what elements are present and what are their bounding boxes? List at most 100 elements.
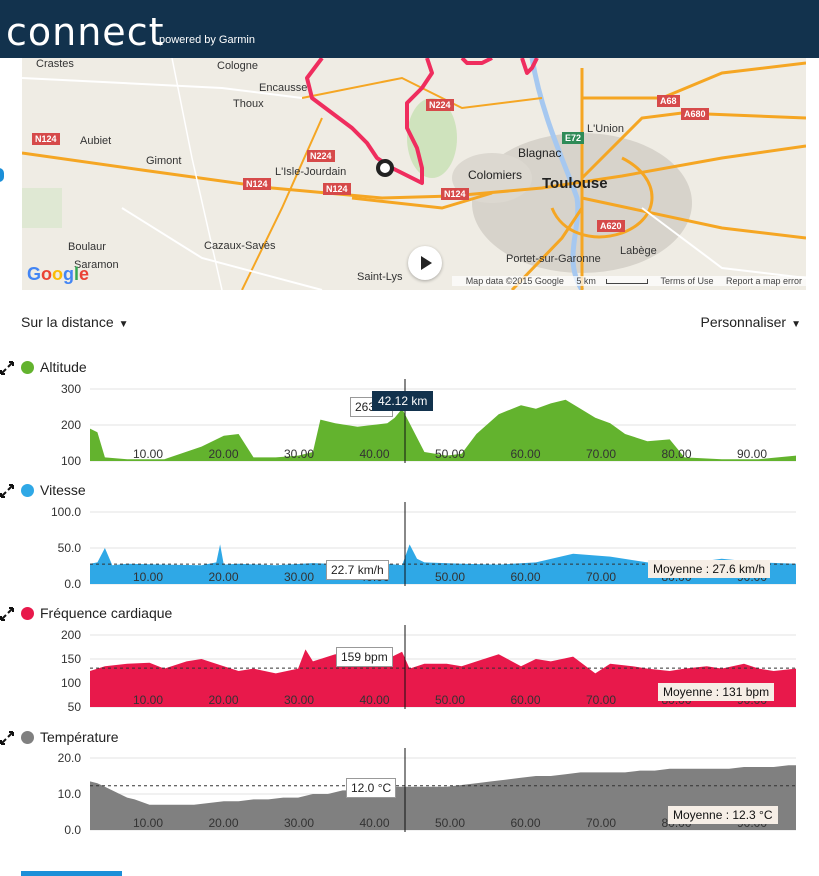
chart-title-text: Altitude <box>40 359 87 375</box>
y-tick-label: 20.0 <box>58 751 82 765</box>
y-tick-label: 100 <box>61 454 81 468</box>
temperature-value-tooltip: 12.0 °C <box>346 778 397 798</box>
road-shield: N124 <box>323 183 351 195</box>
map-label-aubiet: Aubiet <box>80 135 112 147</box>
x-tick-label: 50.00 <box>435 816 465 830</box>
map-label-lunion: L'Union <box>587 123 624 135</box>
x-tick-label: 60.00 <box>510 816 540 830</box>
speed-chart[interactable]: Vitesse100.050.00.010.0020.0030.0040.005… <box>0 478 819 598</box>
google-logo[interactable]: Google <box>27 264 90 284</box>
customize-dropdown[interactable]: Personnaliser ▼ <box>700 314 801 330</box>
y-tick-label: 200 <box>61 418 81 432</box>
x-tick-label: 40.00 <box>359 816 389 830</box>
y-tick-label: 50.0 <box>58 541 82 555</box>
x-tick-label: 40.00 <box>359 693 389 707</box>
temperature-average-label: Moyenne : 12.3 °C <box>668 806 778 824</box>
distance-dropdown-label: Sur la distance <box>21 314 114 330</box>
legend-dot-icon <box>21 360 34 374</box>
chart-title-text: Fréquence cardiaque <box>40 605 173 621</box>
map-label-lisle: L'Isle-Jourdain <box>275 166 347 178</box>
map-label-colomiers: Colomiers <box>468 168 523 182</box>
road-shield: N224 <box>426 99 454 111</box>
map-label-labege: Labège <box>620 245 657 257</box>
map-label-encausse: Encausse <box>259 82 308 94</box>
y-tick-label: 100.0 <box>51 505 81 519</box>
x-tick-label: 50.00 <box>435 570 465 584</box>
road-shield: N124 <box>441 188 469 200</box>
expand-icon[interactable] <box>0 731 14 745</box>
y-tick-label: 0.0 <box>64 577 81 591</box>
expand-icon[interactable] <box>0 361 14 375</box>
x-tick-label: 20.00 <box>208 693 238 707</box>
y-tick-label: 10.0 <box>58 787 82 801</box>
x-tick-label: 10.00 <box>133 570 163 584</box>
route-map[interactable]: Crastes Cologne Encausse Thoux Aubiet Gi… <box>22 58 806 290</box>
heart-chart-title: Fréquence cardiaque <box>21 605 172 621</box>
x-tick-label: 70.00 <box>586 447 616 461</box>
heart-average-label: Moyenne : 131 bpm <box>658 683 775 701</box>
map-label-saramon: Saramon <box>74 259 119 271</box>
x-tick-label: 70.00 <box>586 693 616 707</box>
speed-average-label: Moyenne : 27.6 km/h <box>648 560 771 578</box>
y-tick-label: 300 <box>61 382 81 396</box>
heart-value-tooltip: 159 bpm <box>336 647 393 667</box>
temperature-plot[interactable]: 20.0 10.0 0.0 10.00 20.00 30.00 40.00 50.00 60.0… <box>0 748 819 840</box>
distance-dropdown[interactable]: Sur la distance ▼ <box>21 314 129 330</box>
header-bar: connect powered by Garmin <box>0 0 819 58</box>
speed-plot[interactable]: 100.050.00.010.0020.0030.0040.0050.0060.… <box>0 502 819 594</box>
altitude-chart-title: Altitude <box>21 359 87 375</box>
x-tick-label: 10.00 <box>133 693 163 707</box>
x-tick-label: 60.00 <box>510 570 540 584</box>
y-tick-label: 50 <box>68 700 82 714</box>
temperature-chart[interactable]: Température 20.0 10.0 0.0 10.00 20.00 30.00 40.… <box>0 725 819 845</box>
side-handle[interactable] <box>0 168 4 182</box>
road-shield: N124 <box>243 178 271 190</box>
x-tick-label: 60.00 <box>510 693 540 707</box>
bottom-tab-indicator[interactable] <box>21 871 122 876</box>
road-shield: A680 <box>681 108 709 120</box>
map-label-cologne: Cologne <box>217 60 258 72</box>
y-tick-label: 100 <box>61 676 81 690</box>
x-tick-label: 30.00 <box>284 816 314 830</box>
altitude-chart[interactable]: Altitude 300 200 100 10.00 20.00 30.00 40.00 50.… <box>0 355 819 475</box>
altitude-plot[interactable]: 300 200 100 10.00 20.00 30.00 40.00 50.00 60.00 7… <box>0 379 819 471</box>
map-label-portet: Portet-sur-Garonne <box>506 253 601 265</box>
road-shield: N124 <box>32 133 60 145</box>
x-tick-label: 50.00 <box>435 447 465 461</box>
legend-dot-icon <box>21 606 34 620</box>
terms-link[interactable]: Terms of Use <box>660 276 714 286</box>
x-tick-label: 60.00 <box>510 447 540 461</box>
scale-bar <box>605 279 648 285</box>
road-shield: A68 <box>657 95 680 107</box>
chart-title-text: Température <box>40 729 119 745</box>
speed-value-tooltip: 22.7 km/h <box>326 560 389 580</box>
map-label-thoux: Thoux <box>233 98 264 110</box>
report-error-link[interactable]: Report a map error <box>725 276 802 286</box>
map-label-boulaur: Boulaur <box>68 241 106 253</box>
play-button[interactable] <box>408 246 442 280</box>
road-shield: N224 <box>307 150 335 162</box>
x-tick-label: 20.00 <box>208 816 238 830</box>
x-tick-label: 40.00 <box>359 447 389 461</box>
heart-chart[interactable]: Fréquence cardiaque 200 150 100 50 10.00 20.00… <box>0 601 819 721</box>
connect-logo[interactable]: connect <box>6 10 165 54</box>
x-tick-label: 10.00 <box>133 816 163 830</box>
map-data-credit: Map data ©2015 Google <box>465 276 564 286</box>
expand-icon[interactable] <box>0 484 14 498</box>
x-tick-label: 30.00 <box>284 570 314 584</box>
chart-controls: Sur la distance ▼ Personnaliser ▼ <box>21 314 801 334</box>
map-footer: Map data ©2015 Google 5 km Terms of Use … <box>451 276 806 286</box>
map-label-toulouse: Toulouse <box>542 175 608 192</box>
heart-plot[interactable]: 200 150 100 50 10.00 20.00 30.00 40.00 50.00 60.0… <box>0 625 819 717</box>
chevron-down-icon: ▼ <box>118 319 129 330</box>
y-tick-label: 200 <box>61 628 81 642</box>
x-tick-label: 30.00 <box>284 693 314 707</box>
road-shield: A620 <box>597 220 625 232</box>
y-tick-label: 150 <box>61 652 81 666</box>
customize-dropdown-label: Personnaliser <box>700 314 787 330</box>
expand-icon[interactable] <box>0 607 14 621</box>
x-tick-label: 20.00 <box>208 570 238 584</box>
map-label-crastes: Crastes <box>36 58 74 70</box>
map-label-saintlys: Saint-Lys <box>357 271 403 283</box>
distance-cursor-label: 42.12 km <box>372 391 434 411</box>
